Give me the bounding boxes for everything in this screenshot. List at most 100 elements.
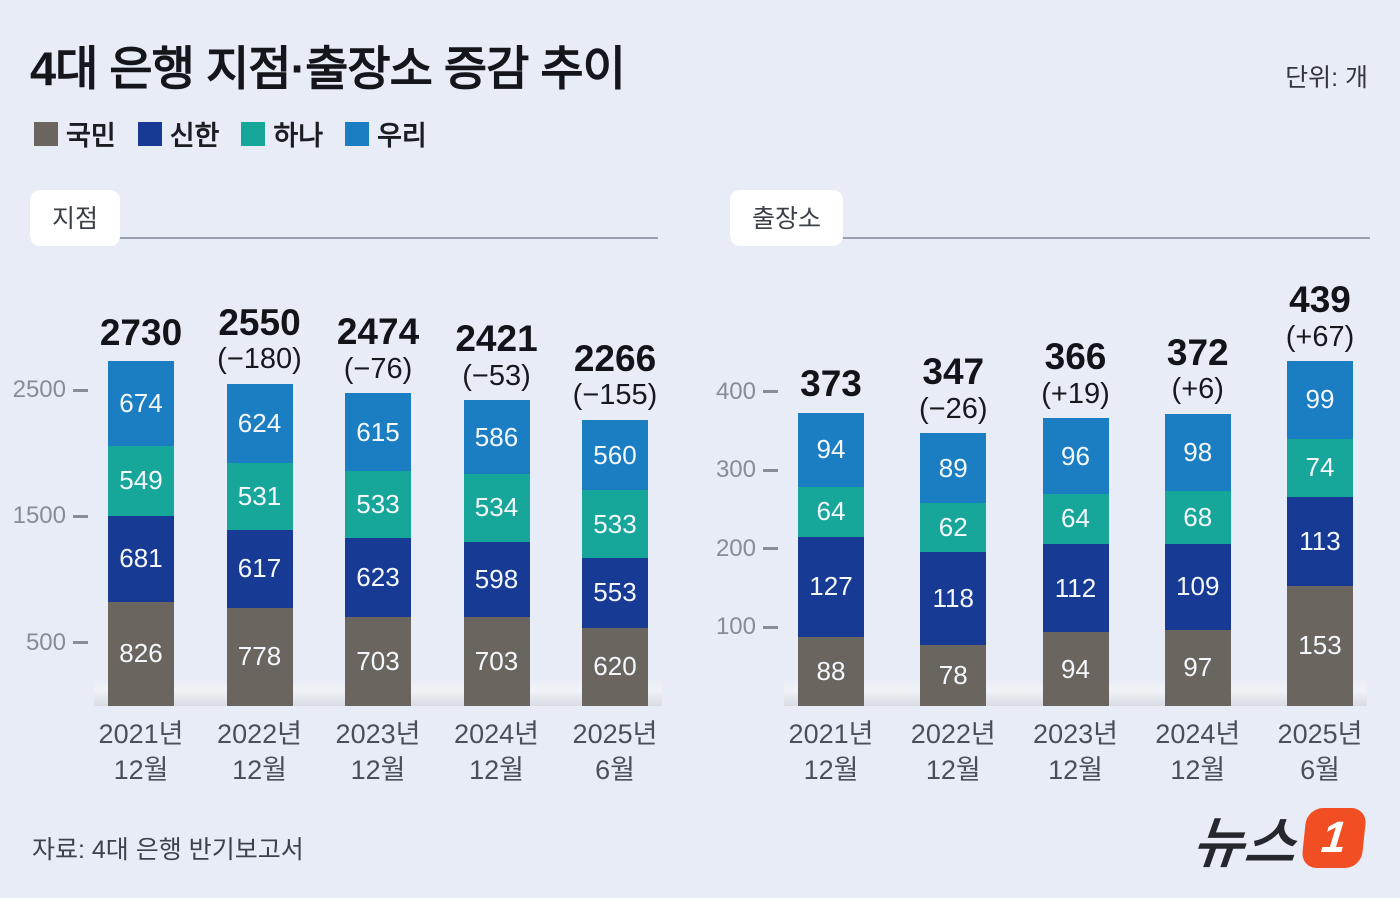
bar-segment-신한: 118 xyxy=(920,551,987,645)
bar-segment-value: 533 xyxy=(593,508,637,539)
x-axis-label-line: 12월 xyxy=(1048,755,1103,786)
page-title-main: 지점·출장소 증감 추이 xyxy=(205,42,626,95)
legend-item-신한: 신한 xyxy=(137,114,220,153)
x-axis-label: 2024년 12월 xyxy=(454,716,539,789)
bar-delta-value: (+19) xyxy=(1041,377,1110,410)
bar-segment-value: 94 xyxy=(816,434,846,465)
bar-segment-value: 127 xyxy=(809,571,853,602)
bar-segment-신한: 127 xyxy=(798,537,864,637)
bar-segment-신한: 681 xyxy=(108,515,174,602)
x-axis-label-line: 2023년 xyxy=(1033,719,1118,749)
y-axis-tick-dash xyxy=(73,641,88,645)
bar-total-value: 2266 xyxy=(573,337,657,379)
bar-delta-value: (−53) xyxy=(462,359,531,392)
bar-delta-value: (−180) xyxy=(217,343,302,376)
bar-segment-우리: 586 xyxy=(463,400,530,475)
legend-item-국민: 국민 xyxy=(34,114,116,153)
y-axis-tick-label: 400 xyxy=(715,377,756,405)
bar-stack: 703 623 533 615 xyxy=(345,393,411,706)
bar-total-value: 439 xyxy=(1289,279,1351,321)
bar-segment-value: 99 xyxy=(1305,384,1335,415)
legend-label: 신한 xyxy=(169,121,220,151)
suboffices-tab: 출장소 xyxy=(730,190,844,246)
news1-logo-text: 뉴스 xyxy=(1190,812,1300,874)
bar-column: 703 623 533 615 2474 (−76) 2023년 12월 xyxy=(336,311,421,785)
bar-stack: 78 118 62 89 xyxy=(920,433,987,706)
bar-segment-국민: 778 xyxy=(226,607,293,706)
bar-stack: 826 681 549 674 xyxy=(108,361,174,706)
bar-segment-하나: 531 xyxy=(226,462,293,530)
y-axis-tick: 2500 xyxy=(13,376,88,404)
bar-stack: 88 127 64 94 xyxy=(798,412,864,706)
bar-segment-value: 623 xyxy=(356,562,400,593)
branches-panel: 지점 500 1500 2500 826 681 549 674 2730 2021년 12월 77… xyxy=(13,190,662,810)
bar-segment-국민: 94 xyxy=(1042,632,1109,706)
bar-delta-value: (−26) xyxy=(918,392,988,425)
bar-segment-value: 620 xyxy=(593,651,637,682)
x-axis-label-line: 12월 xyxy=(925,755,981,786)
bar-segment-value: 703 xyxy=(356,646,400,677)
bar-segment-value: 64 xyxy=(816,496,846,527)
bar-stack: 620 553 533 560 xyxy=(582,419,648,706)
x-axis-label-line: 2021년 xyxy=(98,719,184,749)
bar-total-block: 373 xyxy=(800,363,862,404)
bar-segment-value: 615 xyxy=(356,416,400,447)
bar-segment-국민: 703 xyxy=(463,617,530,706)
y-axis-tick-dash xyxy=(763,390,778,394)
x-axis-label-line: 2024년 xyxy=(1155,719,1241,749)
bar-segment-국민: 78 xyxy=(920,644,987,706)
bar-segment-하나: 68 xyxy=(1164,490,1231,545)
y-axis-tick: 1500 xyxy=(13,502,88,530)
bar-segment-value: 74 xyxy=(1305,452,1335,483)
bar-segment-value: 598 xyxy=(474,563,519,594)
bar-segment-value: 534 xyxy=(474,492,519,523)
bar-segment-신한: 617 xyxy=(226,529,293,608)
bar-segment-우리: 99 xyxy=(1287,361,1353,439)
bar-total-value: 2421 xyxy=(455,318,538,360)
bar-segment-value: 560 xyxy=(593,439,637,470)
x-axis-label-line: 12월 xyxy=(350,755,406,786)
page-title-prefix: 4대 은행 xyxy=(30,42,206,95)
y-axis-tick-label: 200 xyxy=(715,534,756,562)
x-axis-label-line: 12월 xyxy=(803,755,859,786)
branches-panel-rule xyxy=(30,237,658,239)
bar-segment-우리: 96 xyxy=(1042,418,1109,494)
x-axis-label-line: 2021년 xyxy=(788,719,874,749)
suboffices-chart: 100 200 300 400 88 127 64 94 373 2021년 12월 78 118 62 8… xyxy=(716,279,1367,785)
y-axis-tick-label: 500 xyxy=(25,628,66,656)
legend-label: 하나 xyxy=(273,121,324,151)
y-axis-tick: 500 xyxy=(26,629,88,657)
bar-segment-신한: 553 xyxy=(582,557,648,628)
y-axis-tick: 100 xyxy=(716,613,778,641)
bar-segment-하나: 549 xyxy=(108,446,174,516)
suboffices-panel-rule xyxy=(730,237,1370,239)
bar-column: 88 127 64 94 373 2021년 12월 xyxy=(789,361,874,785)
bar-column: 78 118 62 89 347 (−26) 2022년 12월 xyxy=(911,351,996,785)
legend-swatch-icon xyxy=(241,121,266,146)
legend-label: 국민 xyxy=(66,121,116,151)
bar-segment-우리: 560 xyxy=(582,419,648,491)
bar-segment-value: 674 xyxy=(119,388,163,419)
x-axis-label: 2024년 12월 xyxy=(1155,716,1240,789)
bar-segment-value: 98 xyxy=(1183,436,1213,467)
x-axis-label-line: 2022년 xyxy=(910,719,996,749)
bar-stack: 94 112 64 96 xyxy=(1042,418,1109,706)
y-axis-tick-dash xyxy=(763,547,778,551)
bar-segment-하나: 64 xyxy=(798,486,864,538)
bar-total-block: 2550 (−180) xyxy=(217,302,302,376)
bar-total-block: 2730 xyxy=(100,312,182,353)
bar-segment-value: 97 xyxy=(1183,652,1213,683)
page-title: 4대 은행 지점·출장소 증감 추이 xyxy=(30,30,626,99)
y-axis-tick-dash xyxy=(73,514,88,518)
bar-segment-value: 703 xyxy=(474,646,519,677)
bar-column: 826 681 549 674 2730 2021년 12월 xyxy=(99,312,184,786)
source-note: 자료: 4대 은행 반기보고서 xyxy=(32,836,304,864)
bar-column: 778 617 531 624 2550 (−180) 2022년 12월 xyxy=(217,302,302,786)
y-axis-tick-dash xyxy=(73,388,88,392)
bar-column: 620 553 533 560 2266 (−155) 2025년 6월 xyxy=(573,338,658,786)
bar-stack: 97 109 68 98 xyxy=(1164,413,1231,706)
x-axis-label-line: 6월 xyxy=(1300,755,1340,786)
news1-logo-one: 1 xyxy=(1319,813,1349,862)
bar-segment-value: 586 xyxy=(474,421,519,452)
